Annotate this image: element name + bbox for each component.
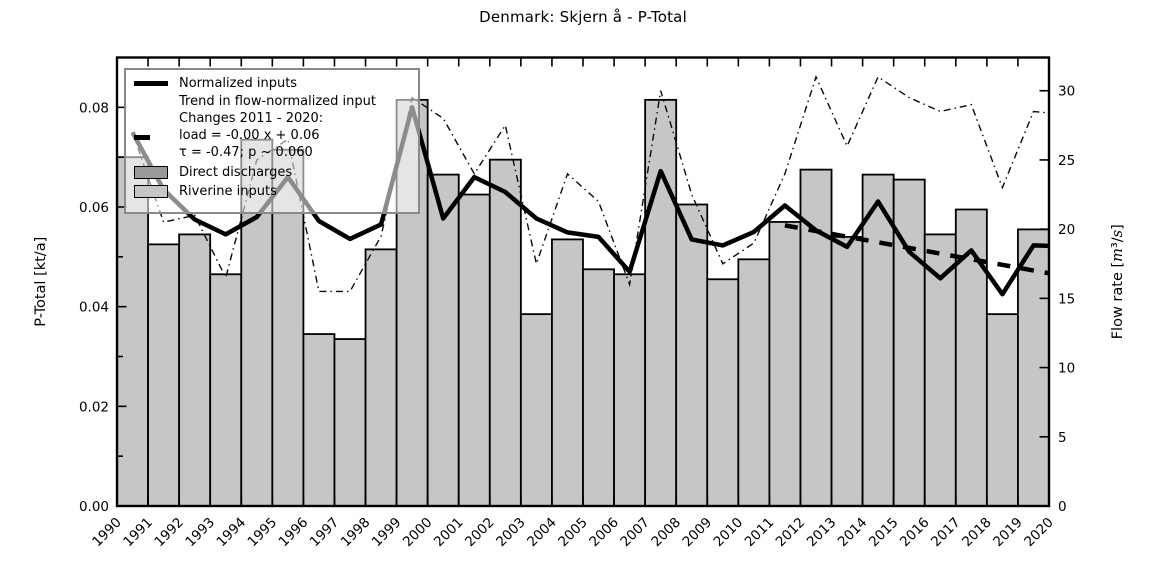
x-tick-label-2012: 2012 bbox=[773, 515, 809, 551]
bar-1996 bbox=[302, 333, 336, 507]
y-right-tick-label: 25 bbox=[1058, 153, 1075, 169]
x-tick-label-1993: 1993 bbox=[182, 515, 218, 551]
bar-1993 bbox=[209, 273, 243, 507]
bar-2010 bbox=[737, 258, 771, 507]
x-tick-label-2007: 2007 bbox=[617, 515, 653, 551]
legend-entry-direct-discharges: Direct discharges bbox=[134, 164, 410, 181]
x-tick-label-2003: 2003 bbox=[493, 515, 529, 551]
x-tick-label-1999: 1999 bbox=[369, 515, 405, 551]
legend-trend-line4: τ = -0.47; p ~ 0.060 bbox=[179, 145, 313, 160]
bar-2014 bbox=[861, 173, 895, 507]
x-tick-label-2005: 2005 bbox=[555, 515, 591, 551]
bar-1998 bbox=[364, 248, 398, 507]
y-right-tick-label: 30 bbox=[1058, 84, 1075, 100]
solid-line-sample-icon bbox=[134, 81, 168, 86]
x-tick-label-2014: 2014 bbox=[835, 515, 871, 551]
plot-frame bbox=[115, 56, 1051, 508]
trend-line bbox=[784, 223, 1050, 276]
legend-trend-line1: Trend in flow-normalized input bbox=[179, 94, 376, 109]
x-tick-label-1990: 1990 bbox=[89, 515, 125, 551]
x-tick-label-1991: 1991 bbox=[120, 515, 156, 551]
axes-layer bbox=[115, 56, 1051, 508]
x-tick-label-2013: 2013 bbox=[804, 515, 840, 551]
bar-2000 bbox=[426, 173, 460, 507]
x-tick-label-2004: 2004 bbox=[524, 515, 560, 551]
x-tick-label-1998: 1998 bbox=[338, 515, 374, 551]
y-left-tick-label: 0.06 bbox=[79, 200, 109, 216]
legend-label: Riverine inputs bbox=[179, 184, 277, 199]
bar-2002 bbox=[488, 158, 522, 507]
bar-2016 bbox=[923, 233, 957, 507]
x-tick-label-2002: 2002 bbox=[462, 515, 498, 551]
y-left-tick-label: 0.00 bbox=[79, 499, 109, 515]
x-tick-label-2011: 2011 bbox=[742, 515, 778, 551]
legend-label: Normalized inputs bbox=[179, 76, 298, 91]
legend-label: Direct discharges bbox=[179, 165, 293, 180]
y-left-tick-label: 0.04 bbox=[79, 300, 109, 316]
bar-2013 bbox=[830, 235, 864, 507]
bar-1992 bbox=[178, 233, 212, 507]
y-right-tick-label: 15 bbox=[1058, 291, 1075, 307]
x-tick-label-2008: 2008 bbox=[648, 515, 684, 551]
x-tick-label-2010: 2010 bbox=[711, 515, 747, 551]
x-tick-label-2001: 2001 bbox=[431, 515, 467, 551]
y-left-axis-label: P-Total [kt/a] bbox=[33, 237, 49, 327]
x-tick-label-2020: 2020 bbox=[1021, 515, 1057, 551]
x-tick-label-2006: 2006 bbox=[586, 515, 622, 551]
legend-entry-riverine-inputs: Riverine inputs bbox=[134, 183, 410, 200]
x-tick-label-1996: 1996 bbox=[276, 515, 312, 551]
x-tick-label-2017: 2017 bbox=[928, 515, 964, 551]
y-left-tick-label: 0.08 bbox=[79, 100, 109, 116]
direct-discharges-swatch-icon bbox=[134, 166, 168, 179]
y-right-tick-label: 0 bbox=[1058, 499, 1067, 515]
legend: Normalized inputs Trend in flow-normaliz… bbox=[124, 68, 420, 214]
bar-2007 bbox=[644, 98, 678, 507]
bar-1997 bbox=[333, 338, 367, 507]
legend-entry-normalized-inputs: Normalized inputs bbox=[134, 75, 410, 92]
bar-2012 bbox=[799, 168, 833, 507]
y-left-tick-label: 0.02 bbox=[79, 399, 109, 415]
legend-trend-line3: load = -0.00 x + 0.06 bbox=[179, 128, 320, 143]
x-tick-label-1997: 1997 bbox=[307, 515, 343, 551]
bar-2018 bbox=[985, 313, 1019, 507]
x-tick-label-2018: 2018 bbox=[959, 515, 995, 551]
bar-2003 bbox=[519, 313, 553, 507]
dashed-line-sample-icon bbox=[134, 93, 168, 161]
y-right-axis-label: Flow rate [m³/s] bbox=[1110, 224, 1126, 339]
x-tick-label-2019: 2019 bbox=[990, 515, 1026, 551]
x-tick-label-2000: 2000 bbox=[400, 515, 436, 551]
x-tick-label-1995: 1995 bbox=[245, 515, 281, 551]
legend-swatch-riverine bbox=[134, 185, 168, 198]
legend-trend-line2: Changes 2011 - 2020: bbox=[179, 111, 324, 126]
bar-2001 bbox=[457, 193, 491, 507]
y-right-tick-label: 20 bbox=[1058, 222, 1075, 238]
x-tick-label-2016: 2016 bbox=[897, 515, 933, 551]
legend-entry-trend: Trend in flow-normalized input Changes 2… bbox=[134, 93, 410, 161]
bar-2004 bbox=[551, 238, 584, 507]
bar-1991 bbox=[147, 243, 181, 507]
bar-2006 bbox=[613, 273, 647, 507]
riverine-inputs-swatch-icon bbox=[134, 185, 168, 198]
x-tick-label-1994: 1994 bbox=[213, 515, 249, 551]
bar-2005 bbox=[582, 268, 615, 507]
legend-trend-text: Trend in flow-normalized input Changes 2… bbox=[179, 93, 376, 161]
chart-title: Denmark: Skjern å - P-Total bbox=[479, 8, 687, 26]
x-tick-label-2015: 2015 bbox=[866, 515, 902, 551]
bar-2008 bbox=[675, 203, 709, 507]
bar-2015 bbox=[892, 178, 926, 507]
y-right-tick-label: 5 bbox=[1058, 430, 1067, 446]
flow-rate-line bbox=[131, 74, 1050, 293]
bar-2009 bbox=[706, 278, 740, 507]
legend-swatch-direct bbox=[134, 166, 168, 179]
x-tick-label-2009: 2009 bbox=[679, 515, 715, 551]
x-tick-label-1992: 1992 bbox=[151, 515, 187, 551]
bar-2011 bbox=[768, 221, 802, 507]
y-right-tick-label: 10 bbox=[1058, 361, 1075, 377]
